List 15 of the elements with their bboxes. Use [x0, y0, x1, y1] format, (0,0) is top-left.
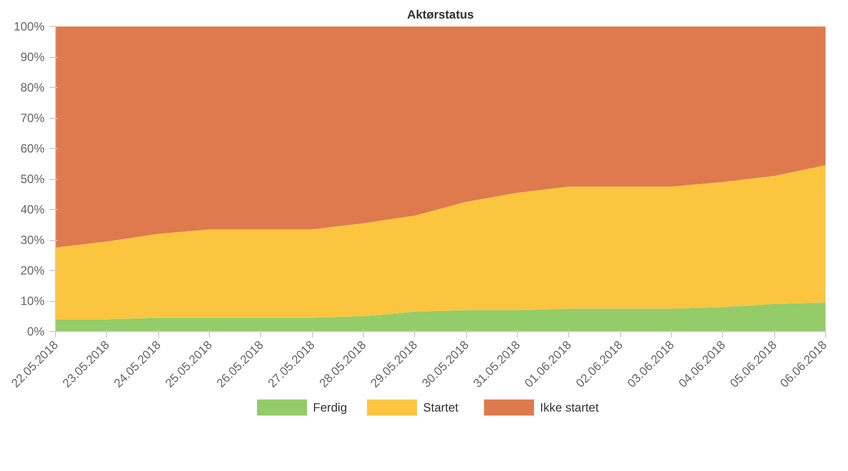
- y-tick-label: 0%: [27, 324, 45, 338]
- y-tick-label: 90%: [20, 50, 45, 64]
- y-tick-label: 70%: [20, 111, 45, 125]
- y-tick-label: 60%: [20, 142, 45, 156]
- y-tick-label: 20%: [20, 264, 45, 278]
- legend-label: Startet: [423, 400, 460, 414]
- y-tick-label: 50%: [20, 172, 45, 186]
- legend-label: Ikke startet: [540, 400, 600, 414]
- y-tick-label: 30%: [20, 233, 45, 247]
- chart-title: Aktørstatus: [407, 8, 474, 22]
- legend-label: Ferdig: [313, 400, 348, 414]
- y-tick-label: 80%: [20, 80, 45, 94]
- y-tick-label: 40%: [20, 202, 45, 216]
- y-tick-label: 10%: [20, 294, 45, 308]
- y-tick-label: 100%: [14, 20, 45, 34]
